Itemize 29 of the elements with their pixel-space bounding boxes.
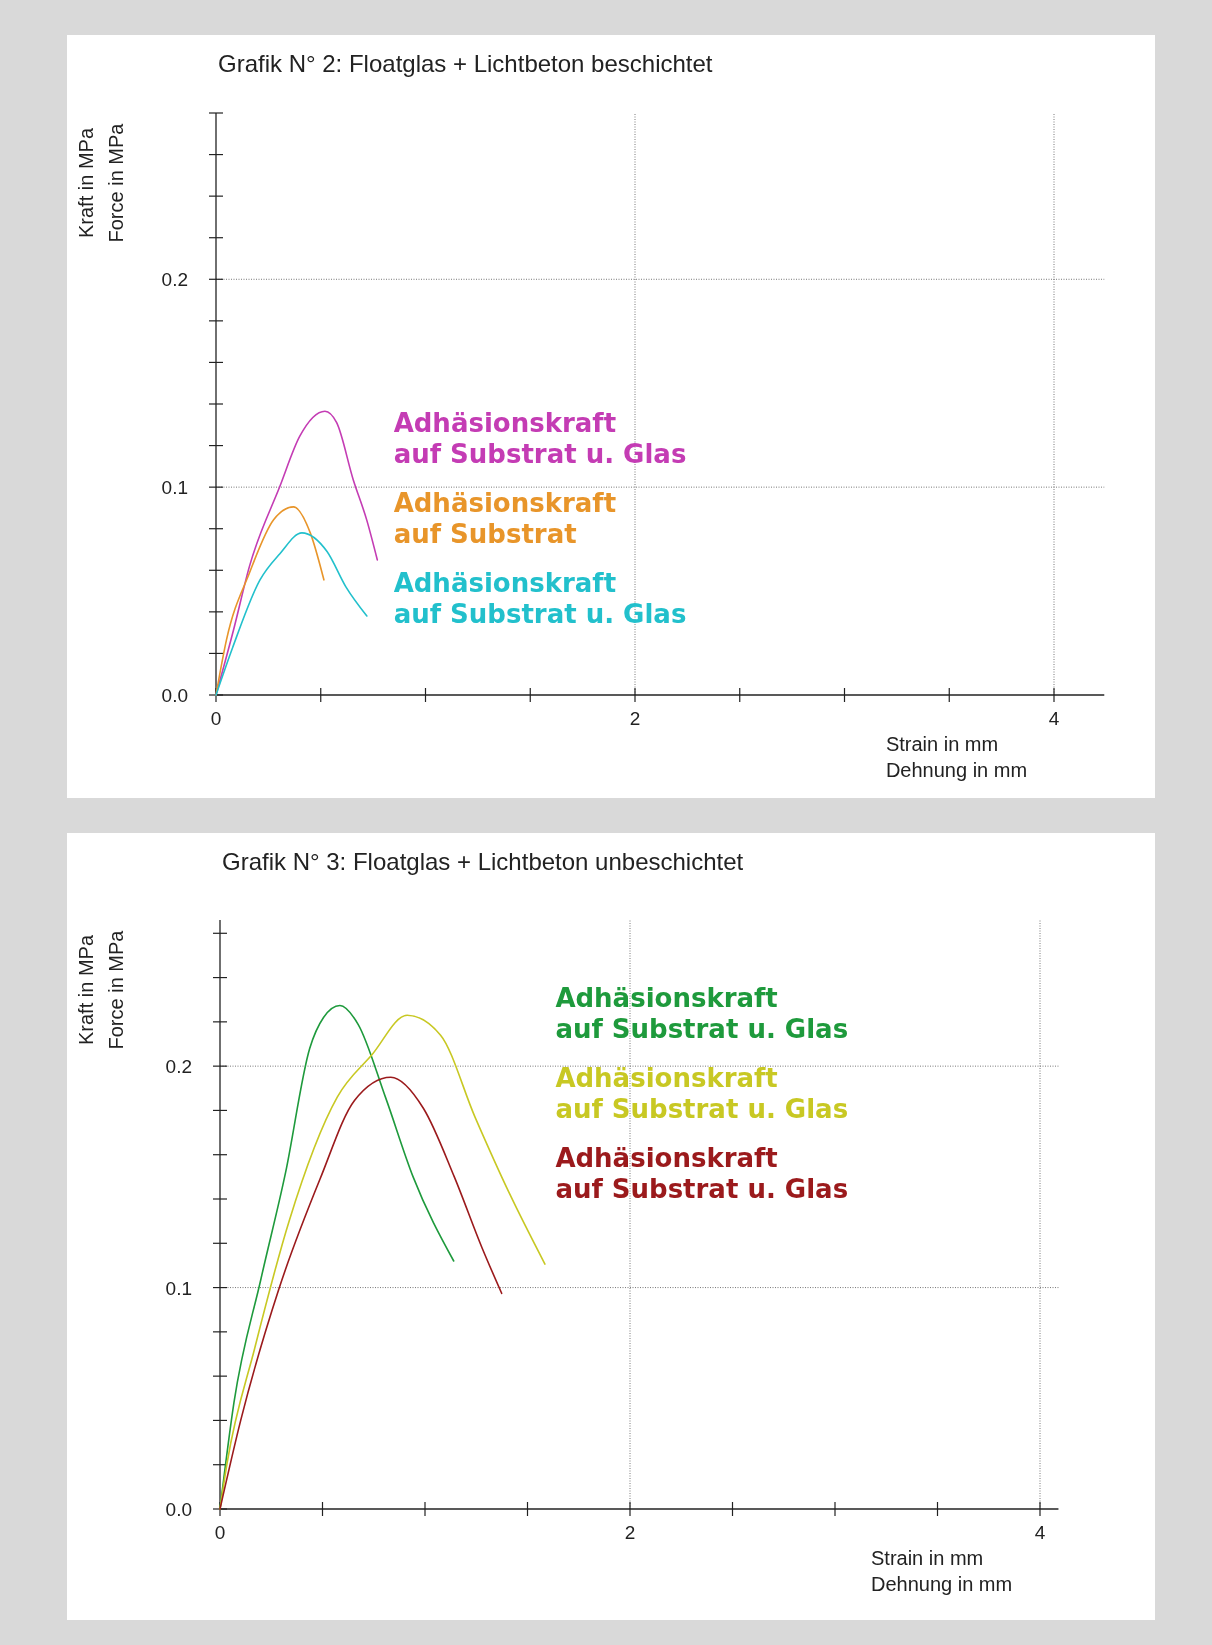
text: Adhäsionskraft auf Substrat u. Glas [555,1062,849,1124]
x-tick-label: 2 [624,1522,636,1543]
text: Adhäsionskraft auf Substrat u. Glas [555,982,849,1044]
chart-title: Grafik N° 2: Floatglas + Lichtbeton beschichtet [218,50,713,77]
y-tick-label: 0.1 [165,1277,192,1299]
x-tick-label: 0 [210,708,222,729]
series-label: Adhäsionskraft auf Substrat u. Glas [393,568,687,629]
x-tick-label: 4 [1048,708,1060,729]
line-series [215,506,325,696]
line-series [219,1004,455,1510]
x-axis-title: Strain in mm Dehnung in mm [871,1547,1013,1595]
y-tick-label: 0.2 [165,1056,192,1078]
y-tick-label: 0.2 [161,269,188,291]
line-series [215,532,368,696]
chart-title: Grafik N° 3: Floatglas + Lichtbeton unbeschichtet [222,848,744,875]
x-tick-label: 2 [629,708,641,729]
series-label: Adhäsionskraft auf Substrat u. Glas [393,408,687,469]
y-tick-label: 0.0 [161,685,188,706]
y-tick-label: 0.1 [161,477,188,499]
x-axis-title: Strain in mm Dehnung in mm [885,733,1028,781]
y-axis-title: Kraft in MPa Force in MPa [75,122,127,243]
x-tick-label: 0 [214,1522,226,1543]
line-series [219,1014,546,1510]
text: Adhäsionskraft auf Substrat [393,488,617,549]
y-axis-title: Kraft in MPa Force in MPa [75,929,127,1050]
x-tick-label: 4 [1034,1522,1046,1543]
line-series [219,1076,503,1510]
y-tick-label: 0.0 [165,1499,192,1520]
text: Adhäsionskraft auf Substrat u. Glas [555,1142,849,1204]
